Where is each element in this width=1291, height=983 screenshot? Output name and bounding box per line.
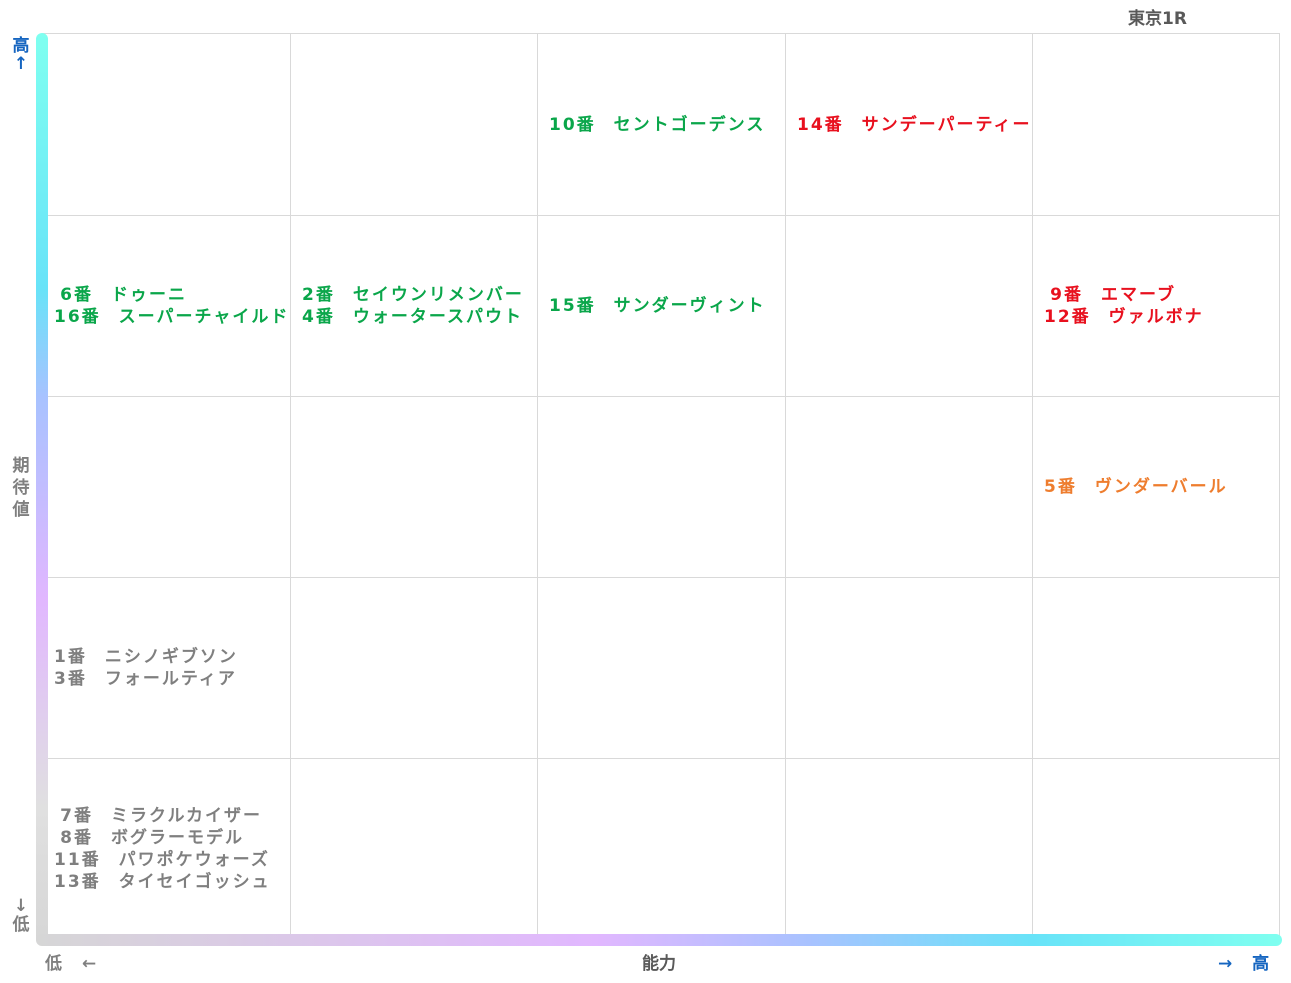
horse-entry: 3番 フォールティア [54, 668, 290, 690]
grid-cell: 9番 エマーブ 12番 ヴァルボナ [1032, 215, 1280, 396]
horse-number: 7番 [60, 805, 93, 826]
horse-entry: 16番 スーパーチャイルド [54, 306, 290, 328]
horse-entry: 11番 パワポケウォーズ [54, 849, 290, 871]
y-high-arrow: ↑ [13, 54, 29, 74]
horse-name: セントゴーデンス [613, 114, 766, 135]
y-axis-title-char: 値 [12, 500, 30, 520]
horse-name: エマーブ [1101, 284, 1176, 305]
grid-cell: 6番 ドゥーニ 16番 スーパーチャイルド [42, 215, 290, 396]
horse-name: フォールティア [104, 668, 237, 689]
y-low-arrow: ↓ [13, 896, 29, 916]
horse-name: ヴンダーバール [1094, 476, 1228, 497]
horse-number: 13番 [54, 871, 101, 892]
horse-entry: 9番 エマーブ [1044, 284, 1280, 306]
grid-line-horizontal [42, 577, 1279, 578]
grid-cell: 7番 ミラクルカイザー 8番 ボグラーモデル 11番 パワポケウォーズ 13番 タイセイゴッシ… [42, 758, 290, 939]
y-axis-title: 期 待 値 [10, 455, 32, 521]
y-high-label: 高 ↑ [10, 35, 32, 74]
horse-entry: 8番 ボグラーモデル [54, 827, 290, 849]
horse-entry: 13番 タイセイゴッシュ [54, 871, 290, 893]
y-low-char: 低 [12, 915, 30, 935]
horse-entry: 6番 ドゥーニ [54, 284, 290, 306]
grid-cell: 5番 ヴンダーバール [1032, 396, 1280, 577]
horse-name: ボグラーモデル [111, 827, 244, 848]
horse-number: 15番 [549, 295, 596, 316]
horse-name: セイウンリメンバー [352, 284, 524, 305]
horse-name: ニシノギブソン [104, 646, 238, 667]
horse-number: 2番 [302, 284, 335, 305]
grid-cell: 2番 セイウンリメンバー 4番 ウォータースパウト [290, 215, 538, 396]
horse-name: ヴァルボナ [1108, 306, 1204, 327]
grid-line-vertical [537, 34, 538, 938]
x-low-label: 低 ← [45, 954, 97, 974]
horse-entry: 7番 ミラクルカイザー [54, 805, 290, 827]
grid-line-vertical [1032, 34, 1033, 938]
horse-number: 8番 [60, 827, 93, 848]
horse-name: ドゥーニ [111, 284, 187, 305]
grid-line-vertical [290, 34, 291, 938]
y-axis-title-char: 待 [12, 478, 30, 498]
horse-entry: 2番 セイウンリメンバー [302, 284, 538, 306]
x-high-label: → 高 [1218, 954, 1270, 974]
grid-line-horizontal [42, 396, 1279, 397]
horse-entry: 4番 ウォータースパウト [302, 306, 538, 328]
grid-cell: 10番 セントゴーデンス [537, 34, 785, 215]
horse-number: 16番 [54, 306, 101, 327]
x-axis-title: 能力 [642, 954, 676, 974]
horse-number: 3番 [54, 668, 87, 689]
horse-name: サンデーパーティー [861, 114, 1032, 135]
x-axis-bar [36, 934, 1282, 946]
grid-line-horizontal [42, 758, 1279, 759]
horse-number: 1番 [54, 646, 87, 667]
horse-name: タイセイゴッシュ [118, 871, 271, 892]
chart-title: 東京1R [1128, 9, 1187, 29]
horse-name: ウォータースパウト [352, 306, 523, 327]
grid-line-vertical [785, 34, 786, 938]
horse-name: ミラクルカイザー [111, 805, 262, 826]
grid-cell: 1番 ニシノギブソン 3番 フォールティア [42, 577, 290, 758]
horse-entry: 14番 サンデーパーティー [797, 114, 1033, 136]
horse-entry: 1番 ニシノギブソン [54, 646, 290, 668]
horse-name: パワポケウォーズ [118, 849, 270, 870]
horse-number: 10番 [549, 114, 596, 135]
horse-number: 14番 [797, 114, 844, 135]
horse-number: 4番 [302, 306, 335, 327]
y-low-label: ↓ 低 [10, 898, 32, 936]
y-high-char: 高 [12, 36, 30, 56]
plot-grid: 10番 セントゴーデンス 14番 サンデーパーティー 6番 ドゥーニ 16番 スーパーチャイル… [42, 33, 1280, 938]
horse-number: 5番 [1044, 476, 1077, 497]
y-axis-title-char: 期 [12, 456, 30, 476]
horse-number: 9番 [1050, 284, 1083, 305]
horse-name: サンダーヴィント [613, 295, 766, 316]
horse-number: 11番 [54, 849, 101, 870]
horse-entry: 15番 サンダーヴィント [549, 295, 785, 317]
horse-entry: 12番 ヴァルボナ [1044, 306, 1280, 328]
grid-cell: 15番 サンダーヴィント [537, 215, 785, 396]
horse-entry: 10番 セントゴーデンス [549, 114, 785, 136]
grid-line-horizontal [42, 215, 1279, 216]
horse-number: 6番 [60, 284, 93, 305]
horse-name: スーパーチャイルド [118, 306, 290, 327]
horse-number: 12番 [1044, 306, 1091, 327]
horse-entry: 5番 ヴンダーバール [1044, 476, 1280, 498]
y-axis-bar [36, 33, 48, 945]
grid-cell: 14番 サンデーパーティー [785, 34, 1033, 215]
